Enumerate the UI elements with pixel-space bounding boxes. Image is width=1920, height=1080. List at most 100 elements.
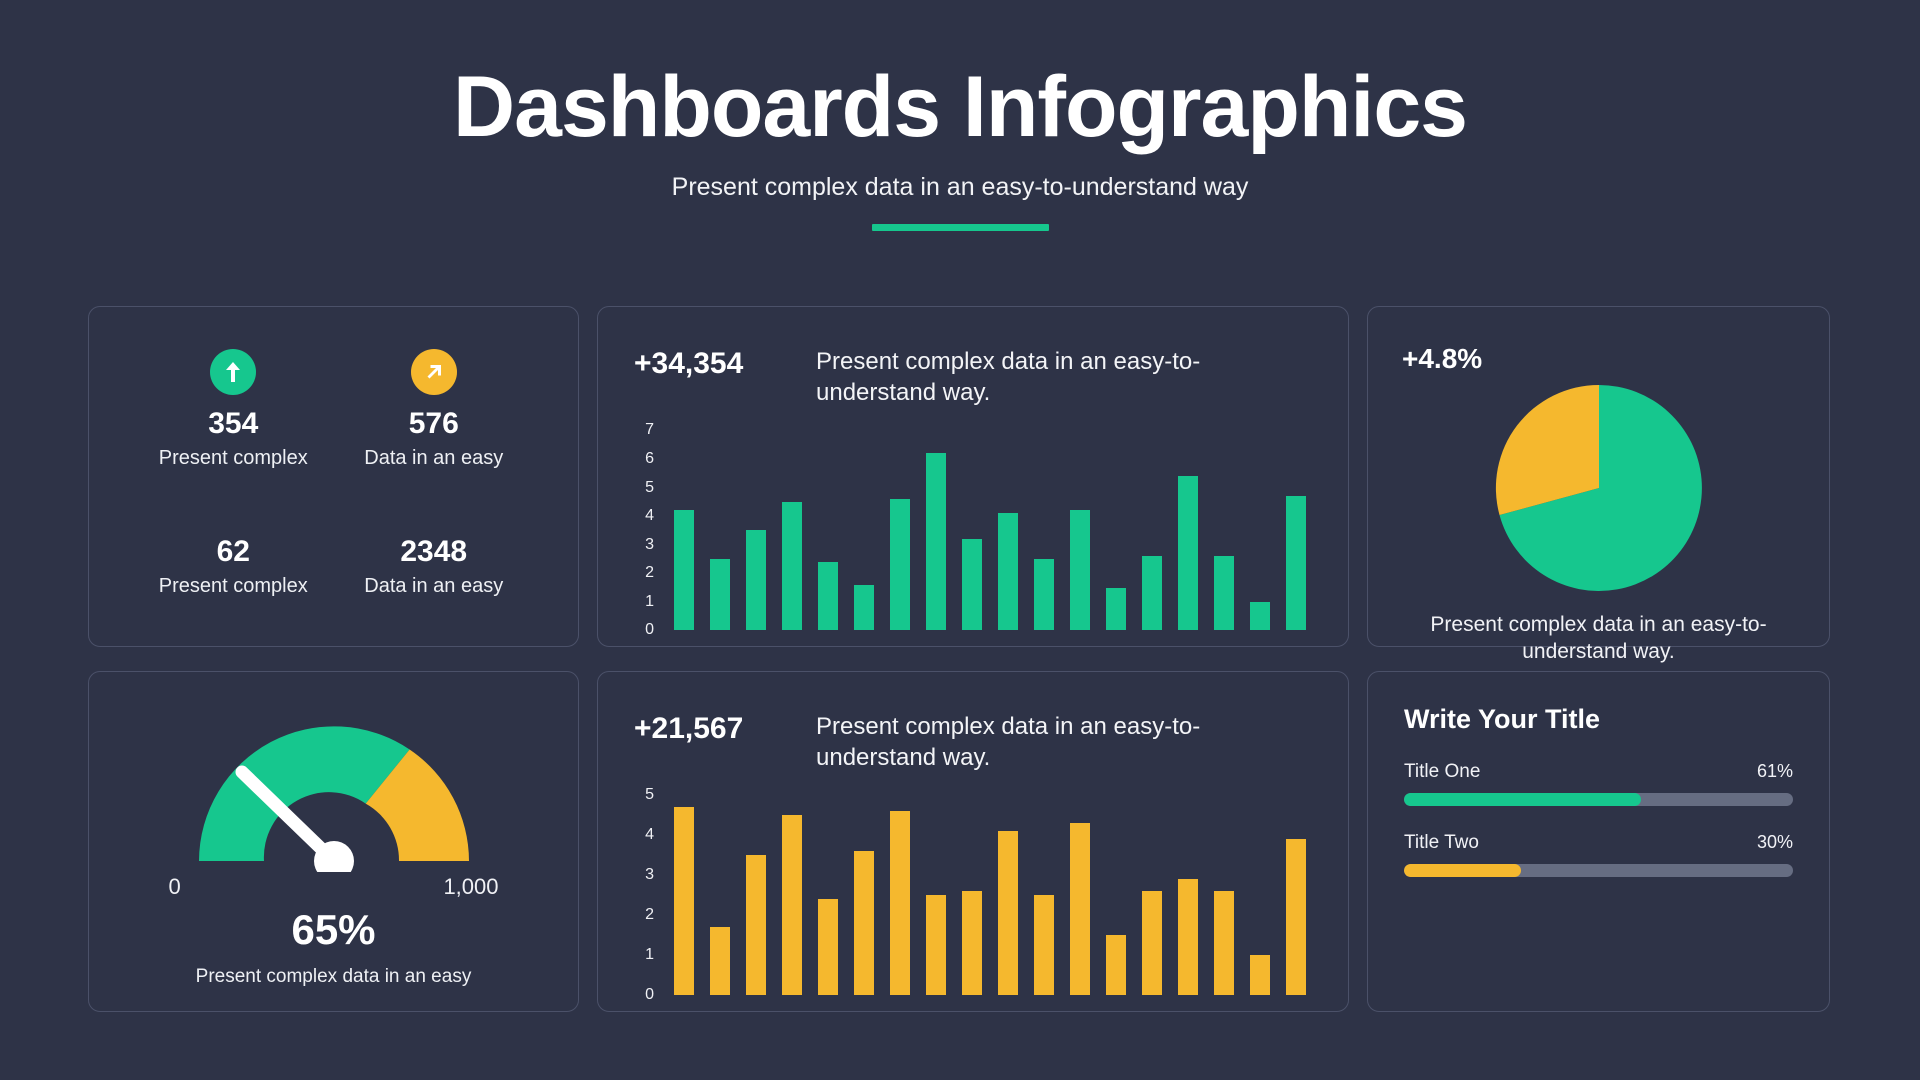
bar[interactable] [962,891,982,996]
bar[interactable] [1106,587,1126,631]
progress-track[interactable] [1404,793,1793,806]
bar[interactable] [1250,601,1270,631]
kpi-item: 62 Present complex [133,521,334,617]
bar[interactable] [854,851,874,996]
yellow-bar-plot: 0 1 2 3 4 5 [634,787,1314,1003]
pie-chart-card: +4.8% Present complex data in an easy-to… [1367,306,1830,663]
chart-header: +34,354 Present complex data in an easy-… [634,347,1314,408]
bar[interactable] [746,855,766,996]
chart-caption: Present complex data in an easy-to-under… [816,348,1201,406]
bar[interactable] [998,513,1018,631]
gauge-needle [235,765,340,868]
bar[interactable] [1142,556,1162,631]
y-tick-label: 2 [645,564,654,582]
bar-slot [1062,430,1098,631]
progress-value: 30% [1756,832,1793,852]
bar-slot [810,430,846,631]
progress-track[interactable] [1404,864,1793,877]
bar-series [658,430,1314,631]
kpi-value: 2348 [400,534,468,568]
bar[interactable] [1214,891,1234,996]
gauge-axis-labels: 0 1,000 [169,874,499,900]
bar-slot [774,795,810,996]
kpi-value: 62 [216,534,250,568]
kpi-grid: 354 Present complex 576 Data in an easy … [133,349,534,616]
bar[interactable] [1250,955,1270,996]
y-tick-label: 7 [645,421,654,439]
y-tick-label: 3 [645,535,654,553]
arrow-up-icon [210,349,257,395]
y-tick-label: 5 [645,786,654,804]
y-tick-label: 4 [645,826,654,844]
bar-slot [1026,430,1062,631]
chart-total: +34,354 [634,347,744,380]
bar[interactable] [890,499,910,631]
gauge-wrap [179,706,489,881]
bar[interactable] [890,811,910,996]
bar-slot [954,430,990,631]
bar-slot [1134,430,1170,631]
bar[interactable] [1142,891,1162,996]
bar-slot [882,430,918,631]
chart-header: +21,567 Present complex data in an easy-… [634,712,1314,773]
bar[interactable] [710,559,730,631]
y-tick-label: 5 [645,478,654,496]
bar[interactable] [1178,476,1198,631]
bar[interactable] [1070,823,1090,996]
kpi-item: 576 Data in an easy [334,349,535,489]
bar-slot [882,795,918,996]
bar-slot [666,430,702,631]
y-tick-label: 0 [645,621,654,639]
bar[interactable] [1214,556,1234,631]
progress-label: Title One [1404,761,1481,782]
gauge-arc-green [198,726,410,861]
bar[interactable] [1070,510,1090,631]
bar[interactable] [926,453,946,631]
page-subtitle: Present complex data in an easy-to-under… [671,173,1249,202]
bar[interactable] [674,510,694,631]
progress-card: Write Your Title Title One 61% Title Two… [1367,671,1830,1012]
bar[interactable] [1106,935,1126,996]
pie-chart [1495,384,1702,591]
green-bar-chart-card: +34,354 Present complex data in an easy-… [597,306,1349,647]
bar[interactable] [782,815,802,996]
bar[interactable] [926,895,946,996]
bar-slot [1278,430,1314,631]
bar-slot [1206,430,1242,631]
progress-head: Title Two 30% [1404,832,1793,854]
gauge-arc-yellow [365,749,469,861]
bar[interactable] [710,927,730,996]
bar-slot [1062,795,1098,996]
bar[interactable] [1034,559,1054,631]
bar[interactable] [962,539,982,631]
bar[interactable] [1178,879,1198,996]
bar-slot [774,430,810,631]
bar-slot [918,430,954,631]
bar-slot [738,795,774,996]
bar[interactable] [854,584,874,631]
bar[interactable] [818,899,838,996]
bar[interactable] [782,501,802,631]
gauge-max-label: 1,000 [443,874,499,899]
bar[interactable] [746,530,766,631]
y-tick-label: 1 [645,946,654,964]
bar[interactable] [1034,895,1054,996]
y-tick-label: 1 [645,592,654,610]
kpi-value: 576 [408,407,459,440]
progress-head: Title One 61% [1404,761,1793,783]
kpi-label: Data in an easy [364,447,504,469]
bar[interactable] [1286,496,1306,631]
dashboard-grid: 354 Present complex 576 Data in an easy … [88,306,1836,1012]
bar[interactable] [818,561,838,631]
arrow-up-right-icon [410,349,457,395]
kpi-item: 354 Present complex [133,349,334,489]
bar[interactable] [1286,839,1306,996]
chart-total: +21,567 [634,712,744,745]
y-tick-label: 2 [645,906,654,924]
bar[interactable] [998,831,1018,996]
progress-row: Title One 61% [1404,761,1793,806]
progress-card-title: Write Your Title [1404,704,1601,734]
bar-slot [1278,795,1314,996]
bar[interactable] [674,807,694,996]
bar-slot [702,795,738,996]
